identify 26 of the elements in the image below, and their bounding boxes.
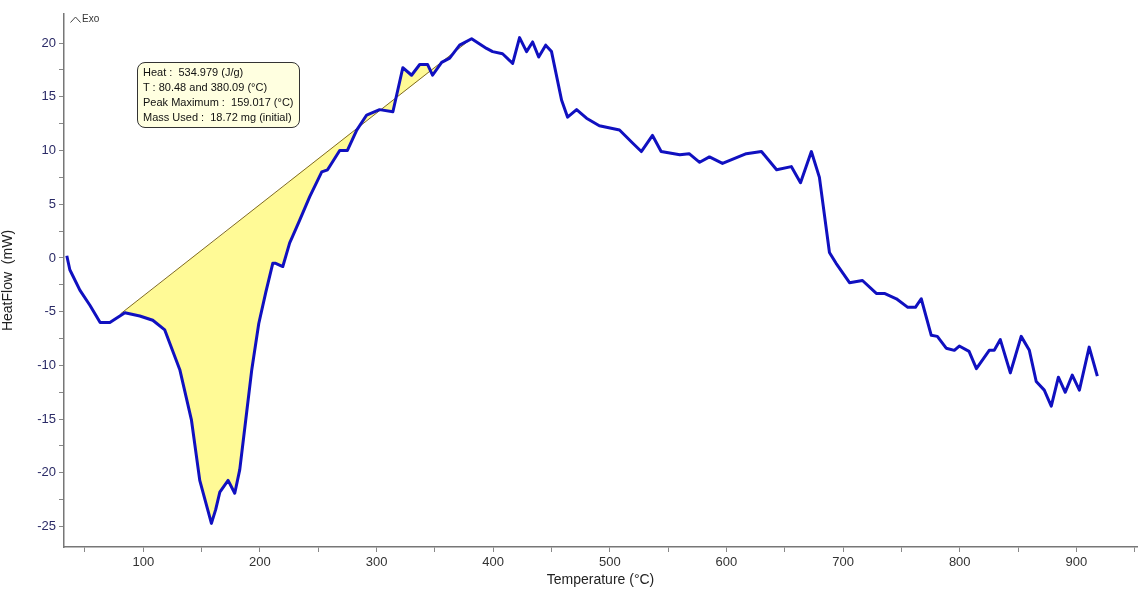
y-tick-label: -10 (37, 356, 56, 372)
y-tick-label: -5 (44, 303, 56, 319)
y-axis-title: HeatFlow (mW) (0, 229, 16, 332)
y-tick-label: 0 (48, 249, 56, 265)
y-tick-label: -20 (37, 464, 56, 480)
annotation: Heat : 534.979 (J/g) (143, 65, 245, 80)
x-tick-label: 800 (948, 554, 971, 570)
x-tick-label: 900 (1065, 554, 1088, 570)
x-tick-label: 400 (482, 554, 505, 570)
y-tick-label: 20 (41, 34, 56, 50)
annotation: Exo (82, 13, 100, 24)
y-tick-label: 10 (41, 142, 56, 158)
y-tick-label: 15 (41, 88, 56, 104)
x-tick-label: 300 (365, 554, 388, 570)
x-tick-label: 200 (249, 554, 271, 570)
x-tick-label: 500 (598, 554, 621, 570)
annotation: T : 80.48 and 380.09 (°C) (143, 80, 269, 95)
x-tick-label: 700 (832, 554, 854, 570)
y-tick-label: -25 (37, 518, 56, 534)
annotation: Mass Used : 18.72 mg (initial) (143, 110, 293, 125)
x-tick-label: 600 (715, 554, 738, 570)
x-tick-label: 100 (132, 554, 155, 570)
y-tick-label: 5 (48, 195, 56, 211)
annotation: Peak Maximum : 159.017 (°C) (143, 95, 294, 110)
y-tick-label: -15 (37, 410, 56, 426)
x-axis-title: Temperature (°C) (546, 571, 655, 588)
